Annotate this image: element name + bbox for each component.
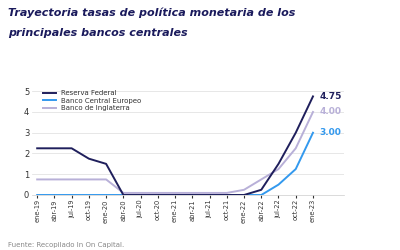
Banco de Inglaterra (207, 192, 212, 194)
Banco Central Europeo (121, 194, 126, 196)
Banco de Inglaterra (310, 110, 315, 114)
Reserva Federal (173, 194, 178, 196)
Banco de Inglaterra (69, 178, 74, 181)
Text: Trayectoria tasas de política monetaria de los: Trayectoria tasas de política monetaria … (8, 8, 295, 18)
Banco de Inglaterra (276, 168, 281, 170)
Reserva Federal (190, 194, 195, 196)
Banco Central Europeo (86, 194, 91, 196)
Banco Central Europeo (259, 194, 264, 196)
Reserva Federal (156, 194, 160, 196)
Reserva Federal (310, 95, 315, 98)
Banco Central Europeo (242, 194, 246, 196)
Legend: Reserva Federal, Banco Central Europeo, Banco de Inglaterra: Reserva Federal, Banco Central Europeo, … (42, 88, 143, 113)
Reserva Federal (293, 131, 298, 134)
Banco Central Europeo (52, 194, 57, 196)
Banco de Inglaterra (224, 192, 229, 194)
Text: 4.75: 4.75 (320, 92, 342, 101)
Line: Banco de Inglaterra: Banco de Inglaterra (37, 112, 313, 193)
Banco de Inglaterra (190, 192, 195, 194)
Line: Reserva Federal: Reserva Federal (37, 96, 313, 195)
Banco de Inglaterra (104, 178, 108, 181)
Reserva Federal (276, 162, 281, 165)
Reserva Federal (207, 194, 212, 196)
Banco de Inglaterra (259, 178, 264, 181)
Banco Central Europeo (190, 194, 195, 196)
Text: 3.00: 3.00 (320, 128, 342, 137)
Banco de Inglaterra (121, 192, 126, 194)
Banco Central Europeo (207, 194, 212, 196)
Banco de Inglaterra (242, 188, 246, 191)
Banco Central Europeo (293, 168, 298, 170)
Reserva Federal (104, 162, 108, 165)
Banco Central Europeo (310, 131, 315, 134)
Banco de Inglaterra (52, 178, 57, 181)
Reserva Federal (259, 188, 264, 191)
Banco de Inglaterra (86, 178, 91, 181)
Reserva Federal (242, 194, 246, 196)
Banco Central Europeo (69, 194, 74, 196)
Reserva Federal (69, 147, 74, 150)
Banco de Inglaterra (173, 192, 178, 194)
Reserva Federal (224, 194, 229, 196)
Banco Central Europeo (156, 194, 160, 196)
Text: principales bancos centrales: principales bancos centrales (8, 28, 188, 38)
Line: Banco Central Europeo: Banco Central Europeo (37, 133, 313, 195)
Banco Central Europeo (224, 194, 229, 196)
Banco Central Europeo (104, 194, 108, 196)
Banco Central Europeo (173, 194, 178, 196)
Reserva Federal (138, 194, 143, 196)
Reserva Federal (52, 147, 57, 150)
Reserva Federal (35, 147, 40, 150)
Banco de Inglaterra (138, 192, 143, 194)
Banco Central Europeo (276, 183, 281, 186)
Banco Central Europeo (35, 194, 40, 196)
Banco de Inglaterra (293, 147, 298, 150)
Reserva Federal (86, 157, 91, 160)
Reserva Federal (121, 194, 126, 196)
Banco de Inglaterra (35, 178, 40, 181)
Banco Central Europeo (138, 194, 143, 196)
Text: Fuente: Recopilado In On Capital.: Fuente: Recopilado In On Capital. (8, 242, 124, 248)
Banco de Inglaterra (156, 192, 160, 194)
Text: 4.00: 4.00 (320, 108, 342, 116)
